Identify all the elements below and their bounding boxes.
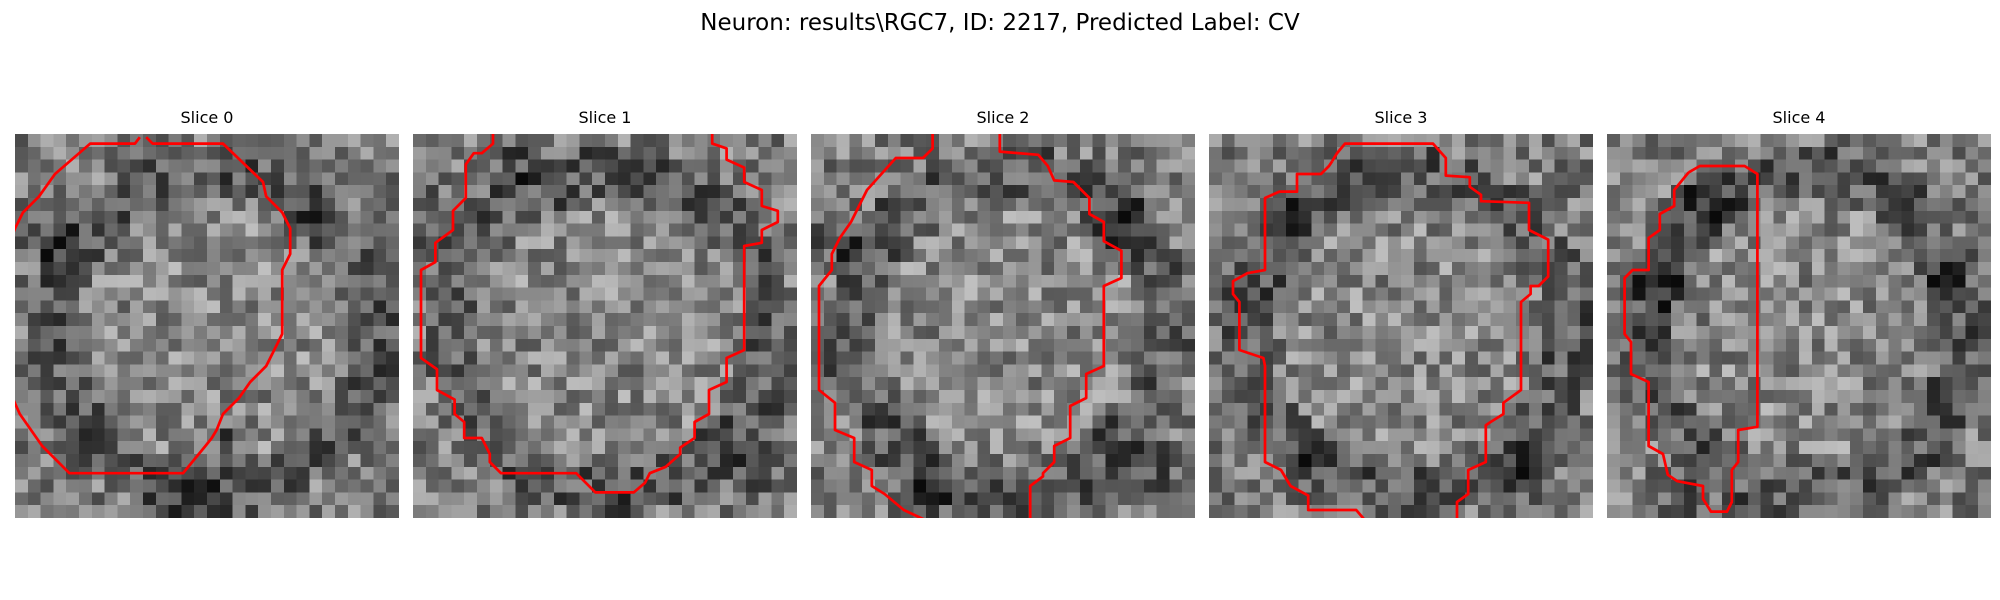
slice-2-contour: [817, 134, 1123, 518]
slice-0-contour: [15, 136, 292, 475]
slice-0-contour-line-0: [15, 136, 292, 475]
slice-2-title: Slice 2: [976, 108, 1030, 127]
slice-1-contour: [419, 134, 780, 494]
slice-2-image: [811, 134, 1195, 518]
slice-4-contour-line-0: [1623, 164, 1759, 513]
slice-0-title: Slice 0: [180, 108, 234, 127]
slice-1-image: [413, 134, 797, 518]
slice-4-image: [1607, 134, 1991, 518]
slice-4-contour: [1623, 164, 1759, 513]
slice-0-image: [15, 134, 399, 518]
slice-3-contour-line-0: [1331, 142, 1550, 518]
figure-title: Neuron: results\RGC7, ID: 2217, Predicte…: [700, 10, 1300, 36]
slice-3-contour-line-1: [1231, 160, 1365, 518]
slice-1-contour-line-0: [419, 134, 780, 494]
slice-2-contour-line-1: [998, 134, 1123, 518]
slice-4-title: Slice 4: [1772, 108, 1826, 127]
slice-3-contour: [1231, 142, 1550, 518]
slice-2-contour-line-0: [817, 134, 934, 518]
slice-3-title: Slice 3: [1374, 108, 1428, 127]
slice-3-image: [1209, 134, 1593, 518]
slice-1-title: Slice 1: [578, 108, 632, 127]
